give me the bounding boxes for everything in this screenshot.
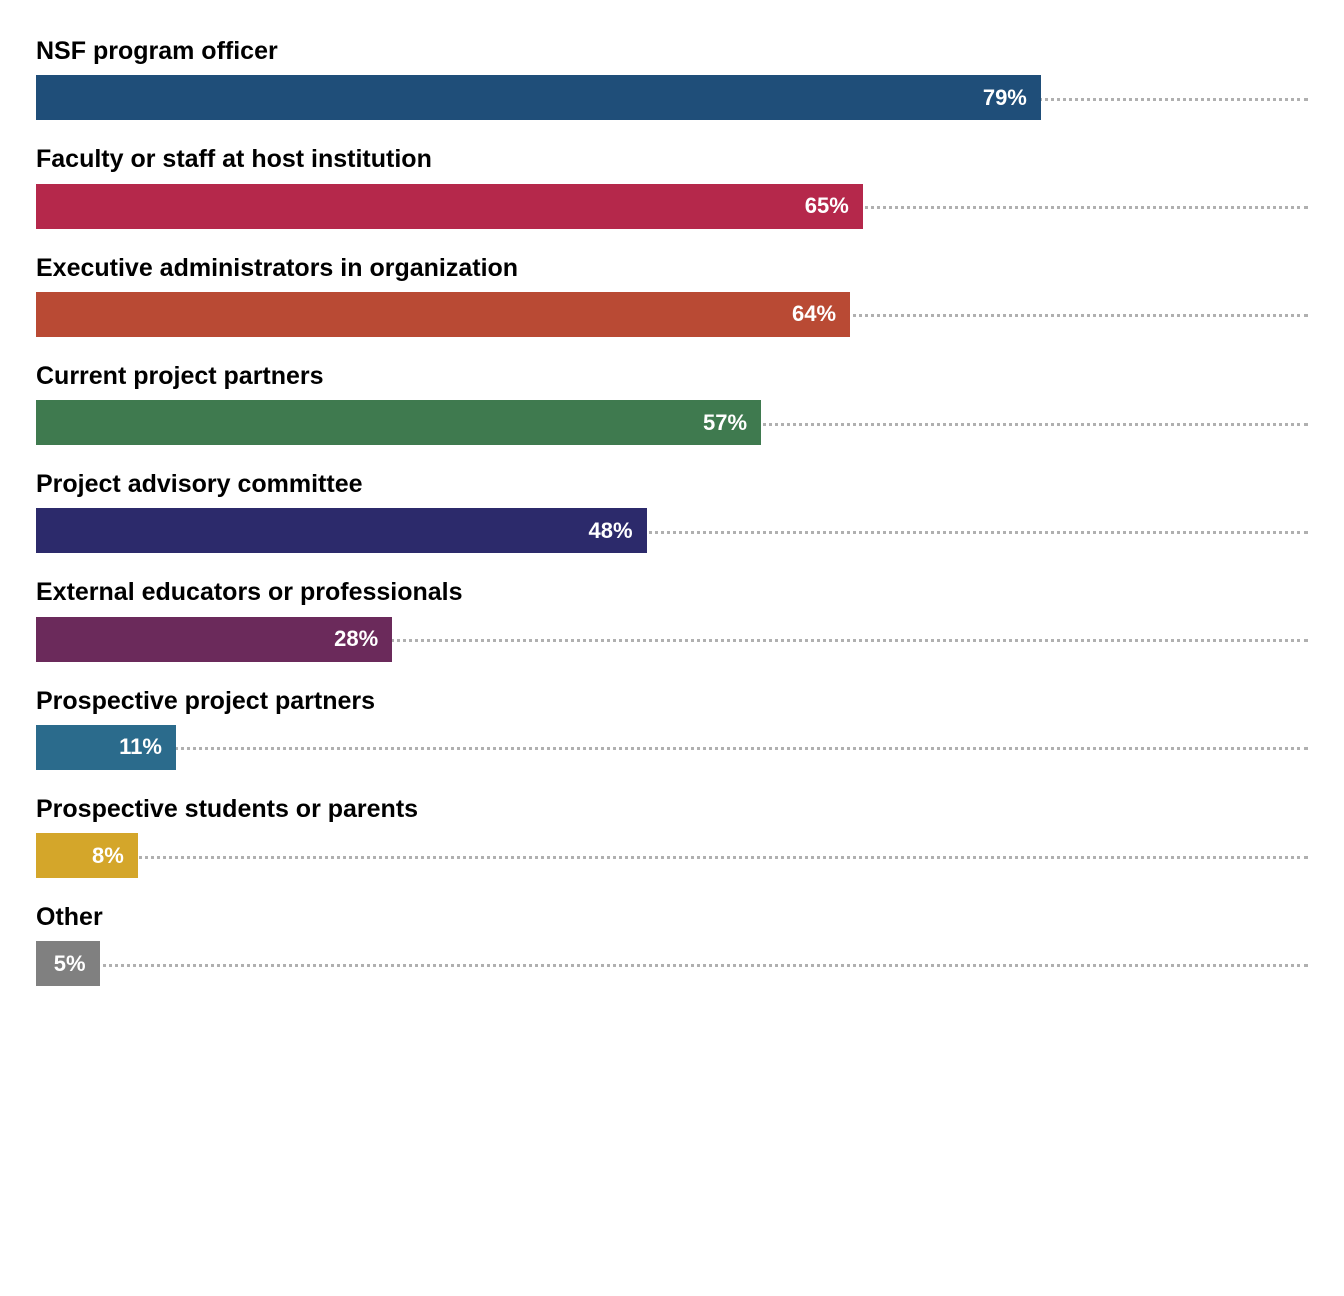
bar-value: 11% [119, 734, 162, 760]
bar-guideline [36, 964, 1308, 967]
horizontal-bar-chart: NSF program officer 79% Faculty or staff a… [36, 36, 1308, 986]
bar-track: 48% [36, 508, 1308, 553]
bar: 57% [36, 400, 761, 445]
bar-value: 5% [54, 951, 86, 977]
bar-row: NSF program officer 79% [36, 36, 1308, 120]
bar: 64% [36, 292, 850, 337]
bar: 48% [36, 508, 647, 553]
bar-track: 64% [36, 292, 1308, 337]
bar-label: Faculty or staff at host institution [36, 144, 1308, 175]
bar-value: 65% [805, 193, 849, 219]
bar: 28% [36, 617, 392, 662]
bar: 65% [36, 184, 863, 229]
bar-value: 8% [92, 843, 124, 869]
bar-track: 8% [36, 833, 1308, 878]
bar-track: 5% [36, 941, 1308, 986]
bar-guideline [36, 856, 1308, 859]
bar-value: 48% [589, 518, 633, 544]
bar-row: External educators or professionals 28% [36, 577, 1308, 661]
bar-track: 57% [36, 400, 1308, 445]
bar-row: Prospective project partners 11% [36, 686, 1308, 770]
bar-row: Executive administrators in organization… [36, 253, 1308, 337]
bar-label: Executive administrators in organization [36, 253, 1308, 284]
bar-label: Other [36, 902, 1308, 933]
bar-label: Prospective students or parents [36, 794, 1308, 825]
bar-label: External educators or professionals [36, 577, 1308, 608]
bar-row: Prospective students or parents 8% [36, 794, 1308, 878]
bar-value: 57% [703, 410, 747, 436]
bar-label: Current project partners [36, 361, 1308, 392]
bar-track: 79% [36, 75, 1308, 120]
bar-track: 65% [36, 184, 1308, 229]
bar-row: Other 5% [36, 902, 1308, 986]
bar: 11% [36, 725, 176, 770]
bar-track: 11% [36, 725, 1308, 770]
bar-value: 28% [334, 626, 378, 652]
bar-track: 28% [36, 617, 1308, 662]
bar-label: Project advisory committee [36, 469, 1308, 500]
bar-guideline [36, 747, 1308, 750]
bar-row: Current project partners 57% [36, 361, 1308, 445]
bar: 8% [36, 833, 138, 878]
bar-row: Faculty or staff at host institution 65% [36, 144, 1308, 228]
bar-value: 79% [983, 85, 1027, 111]
bar-row: Project advisory committee 48% [36, 469, 1308, 553]
bar: 79% [36, 75, 1041, 120]
bar-label: NSF program officer [36, 36, 1308, 67]
bar-label: Prospective project partners [36, 686, 1308, 717]
bar: 5% [36, 941, 100, 986]
bar-value: 64% [792, 301, 836, 327]
